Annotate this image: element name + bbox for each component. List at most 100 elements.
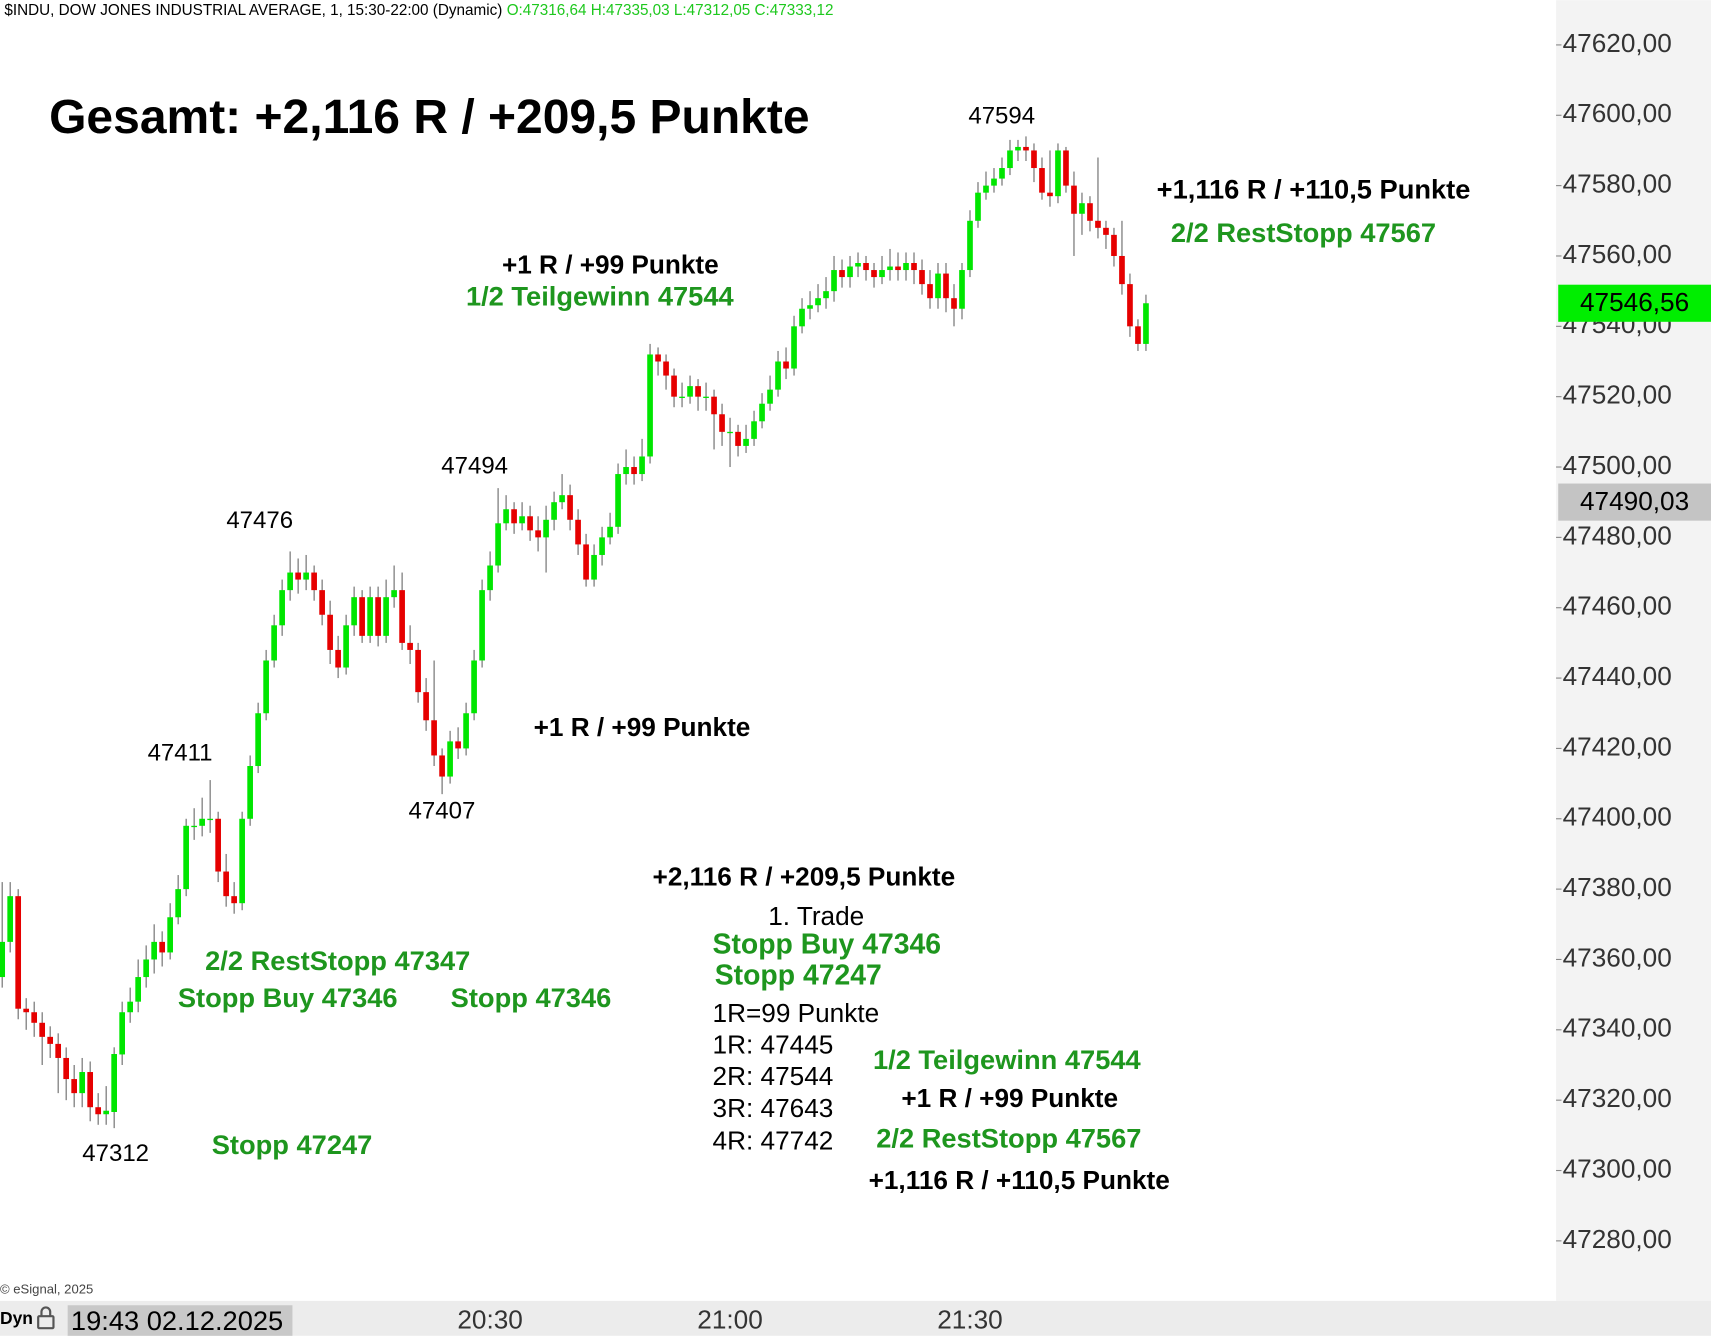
candle-body: [31, 1012, 38, 1023]
candle-body: [591, 554, 597, 580]
candle-body: [207, 818, 213, 821]
candle-body: [975, 192, 981, 221]
candle-body: [695, 386, 701, 397]
candle-body: [807, 305, 813, 309]
y-tick-label: 47460,00: [1563, 591, 1672, 621]
candle-body: [111, 1054, 117, 1112]
candle-body: [175, 889, 181, 918]
candle-body: [575, 519, 581, 545]
candle-body: [383, 597, 389, 636]
candle-body: [7, 896, 14, 942]
annotation: 47494: [441, 453, 508, 480]
mode-label[interactable]: Dyn: [0, 1308, 33, 1328]
candle-body: [647, 354, 653, 457]
price-axis-panel: [1556, 0, 1711, 1301]
candle-body: [1111, 234, 1117, 256]
y-tick-label: 47560,00: [1563, 239, 1672, 269]
candle-body: [783, 361, 789, 369]
candle-body: [479, 590, 485, 661]
candle-body: [247, 766, 253, 819]
candle-body: [391, 590, 397, 598]
candle-body: [655, 354, 661, 362]
candle-body: [871, 270, 877, 278]
candle-body: [663, 361, 669, 376]
candle-body: [151, 941, 157, 960]
candle-body: [191, 825, 197, 828]
cursor-time-box: [67, 1305, 293, 1336]
candle-body: [935, 273, 941, 299]
candle-body: [1143, 303, 1149, 344]
candle-body: [471, 660, 477, 714]
annotation: 2R: 47544: [713, 1061, 834, 1091]
annotation: +2,116 R / +209,5 Punkte: [653, 862, 956, 892]
y-tick-label: 47440,00: [1563, 661, 1672, 691]
candle-body: [799, 308, 805, 327]
annotation: Stopp 47247: [715, 959, 882, 991]
candle-body: [215, 818, 221, 872]
candle-body: [1015, 146, 1021, 151]
candle-body: [511, 509, 517, 524]
y-tick-label: 47420,00: [1563, 731, 1672, 761]
y-tick-label: 47280,00: [1563, 1224, 1672, 1254]
candle-body: [311, 572, 317, 591]
candle-body: [919, 270, 925, 285]
candle-body: [639, 456, 645, 475]
candle-body: [887, 266, 893, 271]
candle-body: [1039, 168, 1045, 193]
annotation: +1 R / +99 Punkte: [901, 1083, 1118, 1113]
candle-body: [0, 941, 6, 978]
candle-body: [367, 597, 373, 636]
candle-body: [1135, 326, 1141, 344]
candle-body: [599, 537, 605, 555]
y-tick-label: 47480,00: [1563, 520, 1672, 550]
candle-body: [231, 896, 237, 904]
candle-body: [503, 509, 509, 524]
y-tick-label: 47340,00: [1563, 1013, 1672, 1043]
candle-body: [463, 713, 469, 749]
candle-body: [1055, 150, 1061, 197]
candle-body: [983, 185, 989, 193]
annotation: 4R: 47742: [713, 1126, 834, 1156]
candle-body: [559, 495, 565, 503]
candle-body: [1023, 146, 1029, 151]
price-label-box: [1558, 284, 1711, 322]
annotation: 47411: [148, 740, 213, 767]
candle-body: [767, 389, 773, 404]
candle-body: [1087, 203, 1093, 221]
lock-icon[interactable]: [37, 1306, 55, 1330]
price-label: 47546,56: [1580, 287, 1689, 317]
candle-body: [63, 1057, 70, 1080]
annotation: 1R: 47445: [713, 1030, 834, 1060]
candle-body: [911, 263, 917, 271]
candle-body: [199, 818, 205, 826]
candle-body: [279, 590, 285, 626]
candle-body: [263, 660, 269, 714]
candle-body: [103, 1110, 109, 1115]
candle-body: [135, 977, 141, 1002]
candle-body: [607, 526, 613, 538]
copyright: © eSignal, 2025: [0, 1281, 93, 1296]
candle-body: [1095, 220, 1101, 228]
candle-body: [1047, 192, 1053, 197]
candle-body: [711, 396, 717, 415]
annotation: 2/2 RestStopp 47567: [876, 1123, 1141, 1154]
candle-body: [943, 273, 949, 299]
candle-body: [967, 220, 973, 271]
candle-body: [991, 178, 997, 186]
candle-body: [335, 649, 341, 668]
candle-body: [855, 263, 861, 267]
candle-body: [447, 741, 453, 777]
candle-body: [55, 1043, 62, 1058]
cursor-time: 19:43 02.12.2025: [71, 1305, 283, 1336]
candle-body: [951, 298, 957, 309]
candle-body: [255, 713, 261, 767]
candle-body: [487, 565, 493, 591]
candle-body: [551, 502, 557, 520]
candle-body: [759, 403, 765, 422]
annotation: 1/2 Teilgewinn 47544: [466, 280, 735, 311]
candle-body: [295, 572, 301, 580]
candle-body: [703, 396, 709, 398]
lock-body: [37, 1315, 55, 1330]
y-tick-label: 47580,00: [1563, 169, 1672, 199]
